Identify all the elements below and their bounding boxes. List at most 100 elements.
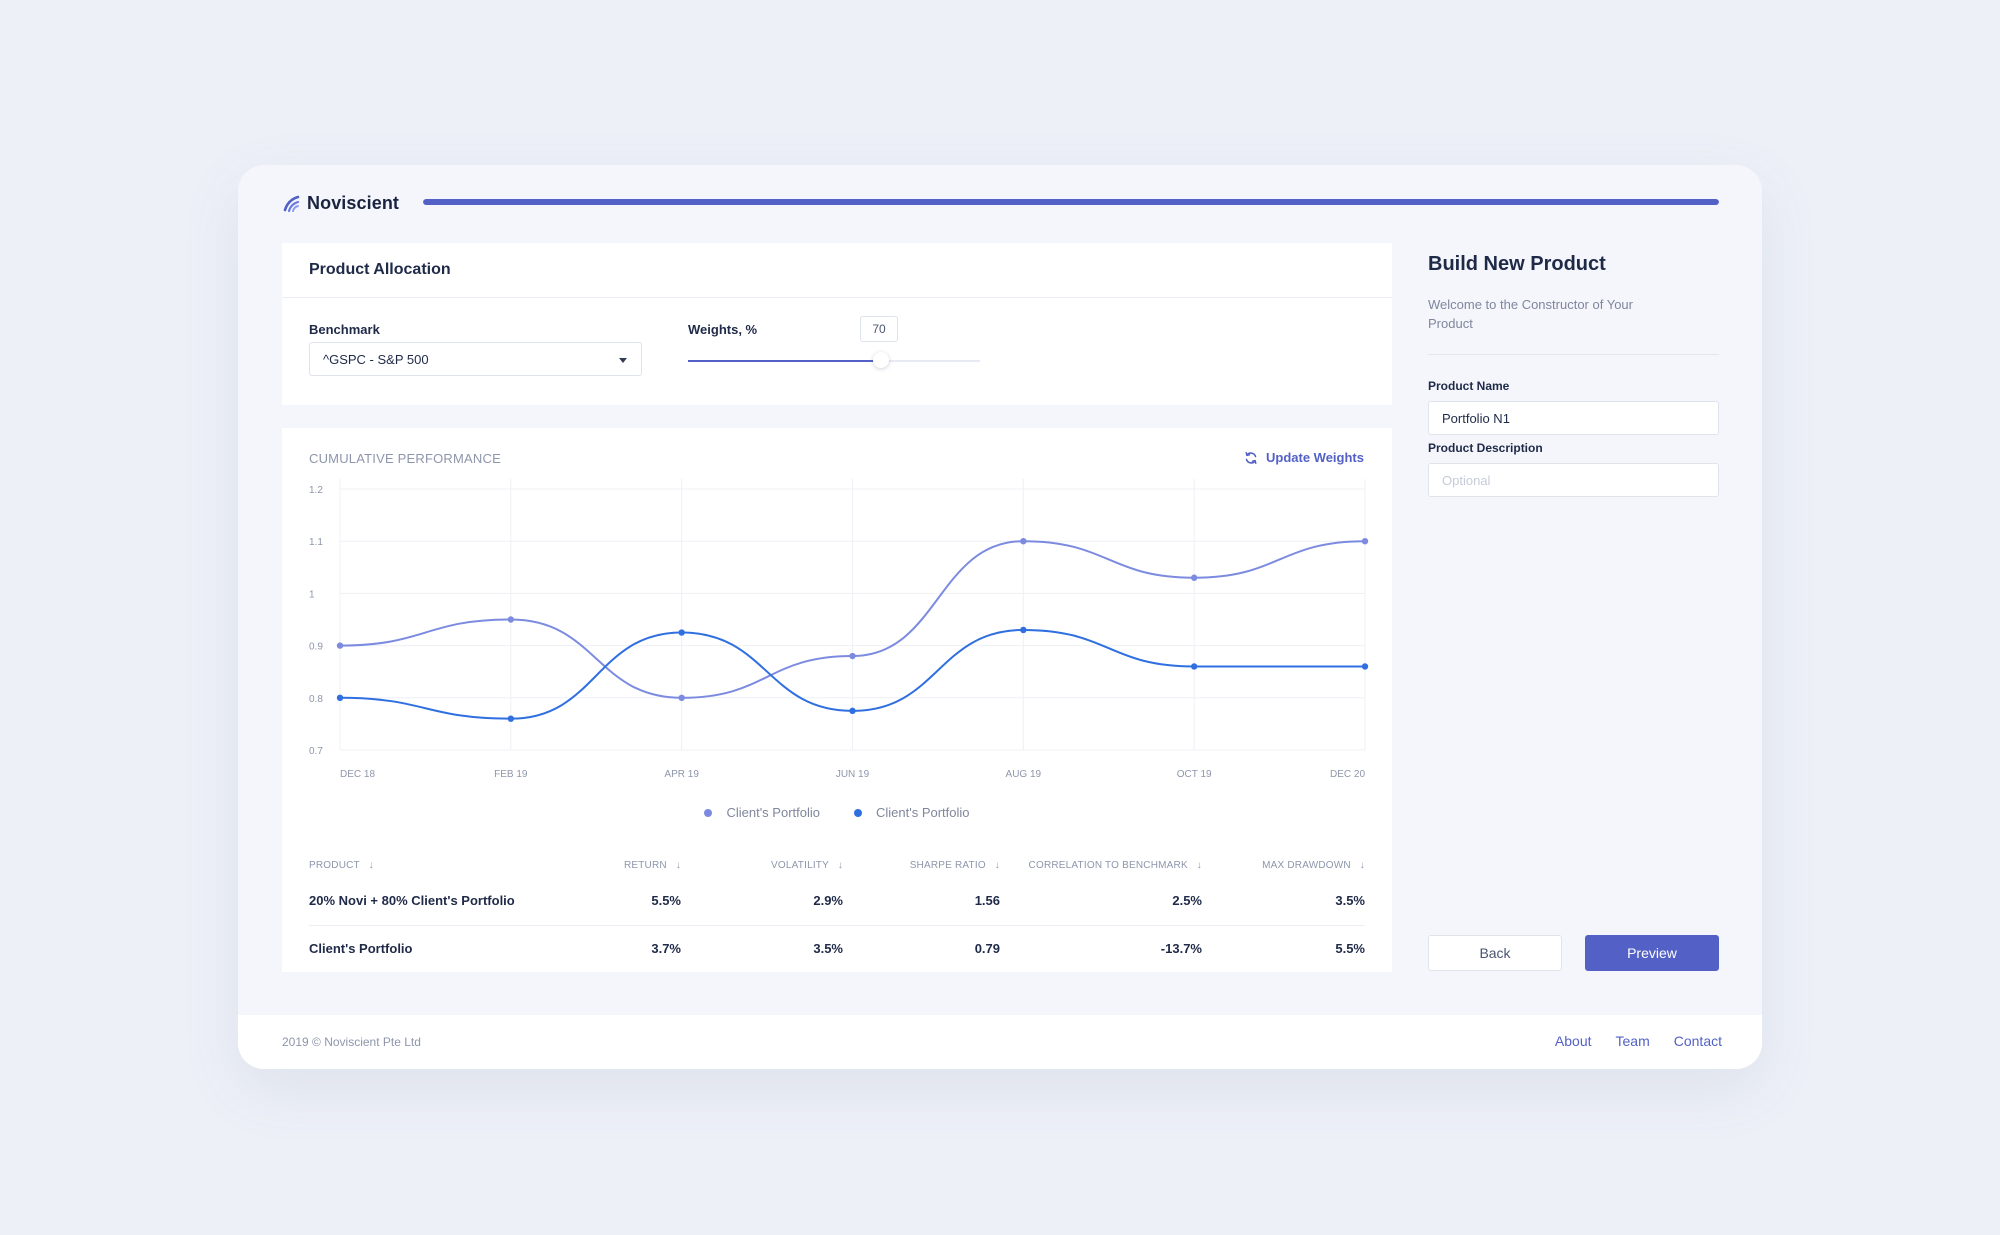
x-tick-label: OCT 19 xyxy=(1177,769,1212,780)
table-row: Client's Portfolio 3.7% 3.5% 0.79 -13.7% 5.5% xyxy=(309,925,1365,973)
sort-arrow-icon: ↓ xyxy=(994,860,1000,871)
performance-line-chart: 1.2 1.1 1 0.9 0.8 0.7 DEC 18 FEB 19 APR 19 JUN 19… xyxy=(309,479,1369,780)
data-point xyxy=(1190,574,1198,581)
column-header[interactable]: VOLATILITY ↓ xyxy=(771,860,843,871)
progress-bar xyxy=(423,199,1719,205)
metric-cell: 3.5% xyxy=(813,941,843,956)
data-point xyxy=(507,616,515,623)
y-tick-label: 1.1 xyxy=(309,537,323,548)
data-point xyxy=(678,629,685,636)
y-tick-label: 0.7 xyxy=(309,746,323,757)
product-allocation-card: Product Allocation Benchmark ^GSPC - S&P… xyxy=(282,243,1392,405)
performance-table: PRODUCT ↓ RETURN ↓ VOLATILITY ↓ SHARPE RATI… xyxy=(309,856,1365,973)
column-header[interactable]: PRODUCT ↓ xyxy=(309,860,374,871)
y-tick-label: 1 xyxy=(309,589,315,600)
x-tick-label: APR 19 xyxy=(664,769,699,780)
sort-arrow-icon: ↓ xyxy=(675,860,681,871)
panel-title: Build New Product xyxy=(1428,253,1606,275)
data-point xyxy=(1361,663,1369,670)
sort-arrow-icon: ↓ xyxy=(837,860,843,871)
back-button[interactable]: Back xyxy=(1428,935,1562,971)
table-row: 20% Novi + 80% Client's Portfolio 5.5% 2.9… xyxy=(309,878,1365,925)
footer-link-contact[interactable]: Contact xyxy=(1673,1033,1722,1049)
legend-label: Client's Portfolio xyxy=(876,805,970,820)
update-weights-label: Update Weights xyxy=(1266,450,1364,465)
product-name-input[interactable] xyxy=(1428,401,1719,435)
data-point xyxy=(849,707,856,715)
column-header[interactable]: SHARPE RATIO ↓ xyxy=(909,860,1000,871)
benchmark-label: Benchmark xyxy=(309,322,380,337)
sort-arrow-icon: ↓ xyxy=(1359,860,1365,871)
legend-item: Client's Portfolio xyxy=(854,805,970,820)
divider xyxy=(1428,354,1719,355)
progress-fill xyxy=(423,199,1719,205)
column-header[interactable]: RETURN ↓ xyxy=(623,860,681,871)
panel-subtitle: Welcome to the Constructor of Your Produ… xyxy=(1428,297,1633,331)
metric-cell: 0.79 xyxy=(974,941,1000,956)
metric-cell: -13.7% xyxy=(1160,941,1202,956)
column-header[interactable]: CORRELATION TO BENCHMARK ↓ xyxy=(1028,860,1202,871)
chart-legend: Client's Portfolio Client's Portfolio xyxy=(282,805,1392,820)
data-point xyxy=(1361,538,1369,545)
product-description-input[interactable] xyxy=(1428,463,1719,497)
product-allocation-title: Product Allocation xyxy=(309,261,451,278)
legend-dot xyxy=(854,808,862,817)
data-point xyxy=(507,715,515,722)
footer-links: About Team Contact xyxy=(1555,1033,1722,1049)
column-header[interactable]: MAX DRAWDOWN ↓ xyxy=(1262,860,1365,871)
metric-cell: 2.9% xyxy=(813,893,843,908)
data-point xyxy=(1020,626,1027,634)
y-tick-label: 0.9 xyxy=(309,642,323,653)
weights-slider-thumb[interactable] xyxy=(872,352,889,368)
product-name-label: Product Name xyxy=(1428,379,1510,393)
weights-slider[interactable] xyxy=(688,352,980,368)
data-point xyxy=(336,694,344,701)
update-weights-button[interactable]: Update Weights xyxy=(1244,450,1364,465)
weights-label: Weights, % xyxy=(688,322,758,337)
weights-value-box: 70 xyxy=(860,316,898,342)
sort-arrow-icon: ↓ xyxy=(368,860,374,871)
x-tick-label: FEB 19 xyxy=(494,769,528,780)
product-description-label: Product Description xyxy=(1428,441,1543,455)
data-point xyxy=(678,694,685,701)
divider xyxy=(282,297,1392,298)
y-tick-label: 0.8 xyxy=(309,694,323,705)
footer-link-about[interactable]: About xyxy=(1554,1033,1592,1049)
metric-cell: 3.5% xyxy=(1335,893,1365,908)
table-header: PRODUCT ↓ RETURN ↓ VOLATILITY ↓ SHARPE RATI… xyxy=(309,856,1365,878)
app-name: Noviscient xyxy=(307,193,400,213)
app-window: Noviscient Product Allocation Benchmark … xyxy=(238,165,1762,1069)
y-tick-label: 1.2 xyxy=(309,485,323,496)
preview-button[interactable]: Preview xyxy=(1585,935,1719,971)
weights-slider-fill xyxy=(688,360,881,362)
product-cell: Client's Portfolio xyxy=(309,941,413,956)
data-point xyxy=(1190,663,1198,670)
x-tick-label: DEC 20 xyxy=(1330,769,1365,780)
benchmark-select[interactable]: ^GSPC - S&P 500 xyxy=(309,342,642,376)
x-tick-label: JUN 19 xyxy=(836,769,870,780)
refresh-icon xyxy=(1245,451,1257,464)
sort-arrow-icon: ↓ xyxy=(1196,860,1202,871)
data-point xyxy=(336,642,344,649)
logo: Noviscient xyxy=(282,193,399,214)
x-tick-label: DEC 18 xyxy=(340,769,375,780)
metric-cell: 5.5% xyxy=(1335,941,1365,956)
metric-cell: 3.7% xyxy=(651,941,681,956)
data-point xyxy=(849,652,856,660)
legend-label: Client's Portfolio xyxy=(726,805,820,820)
table-body: 20% Novi + 80% Client's Portfolio 5.5% 2.9… xyxy=(309,878,1365,973)
cumulative-performance-card: CUMULATIVE PERFORMANCE Update Weights 1.… xyxy=(282,428,1392,972)
metric-cell: 5.5% xyxy=(651,893,681,908)
metric-cell: 2.5% xyxy=(1172,893,1202,908)
chart-title: CUMULATIVE PERFORMANCE xyxy=(309,451,501,466)
x-tick-label: AUG 19 xyxy=(1006,769,1042,780)
footer: 2019 © Noviscient Pte Ltd About Team Con… xyxy=(238,1015,1762,1069)
caret-down-icon xyxy=(619,358,627,363)
noviscient-logo-icon xyxy=(283,195,300,212)
metric-cell: 1.56 xyxy=(974,893,1000,908)
copyright: 2019 © Noviscient Pte Ltd xyxy=(282,1035,421,1049)
product-cell: 20% Novi + 80% Client's Portfolio xyxy=(309,893,515,908)
legend-dot xyxy=(704,808,713,817)
benchmark-value: ^GSPC - S&P 500 xyxy=(323,352,429,367)
footer-link-team[interactable]: Team xyxy=(1615,1033,1650,1049)
